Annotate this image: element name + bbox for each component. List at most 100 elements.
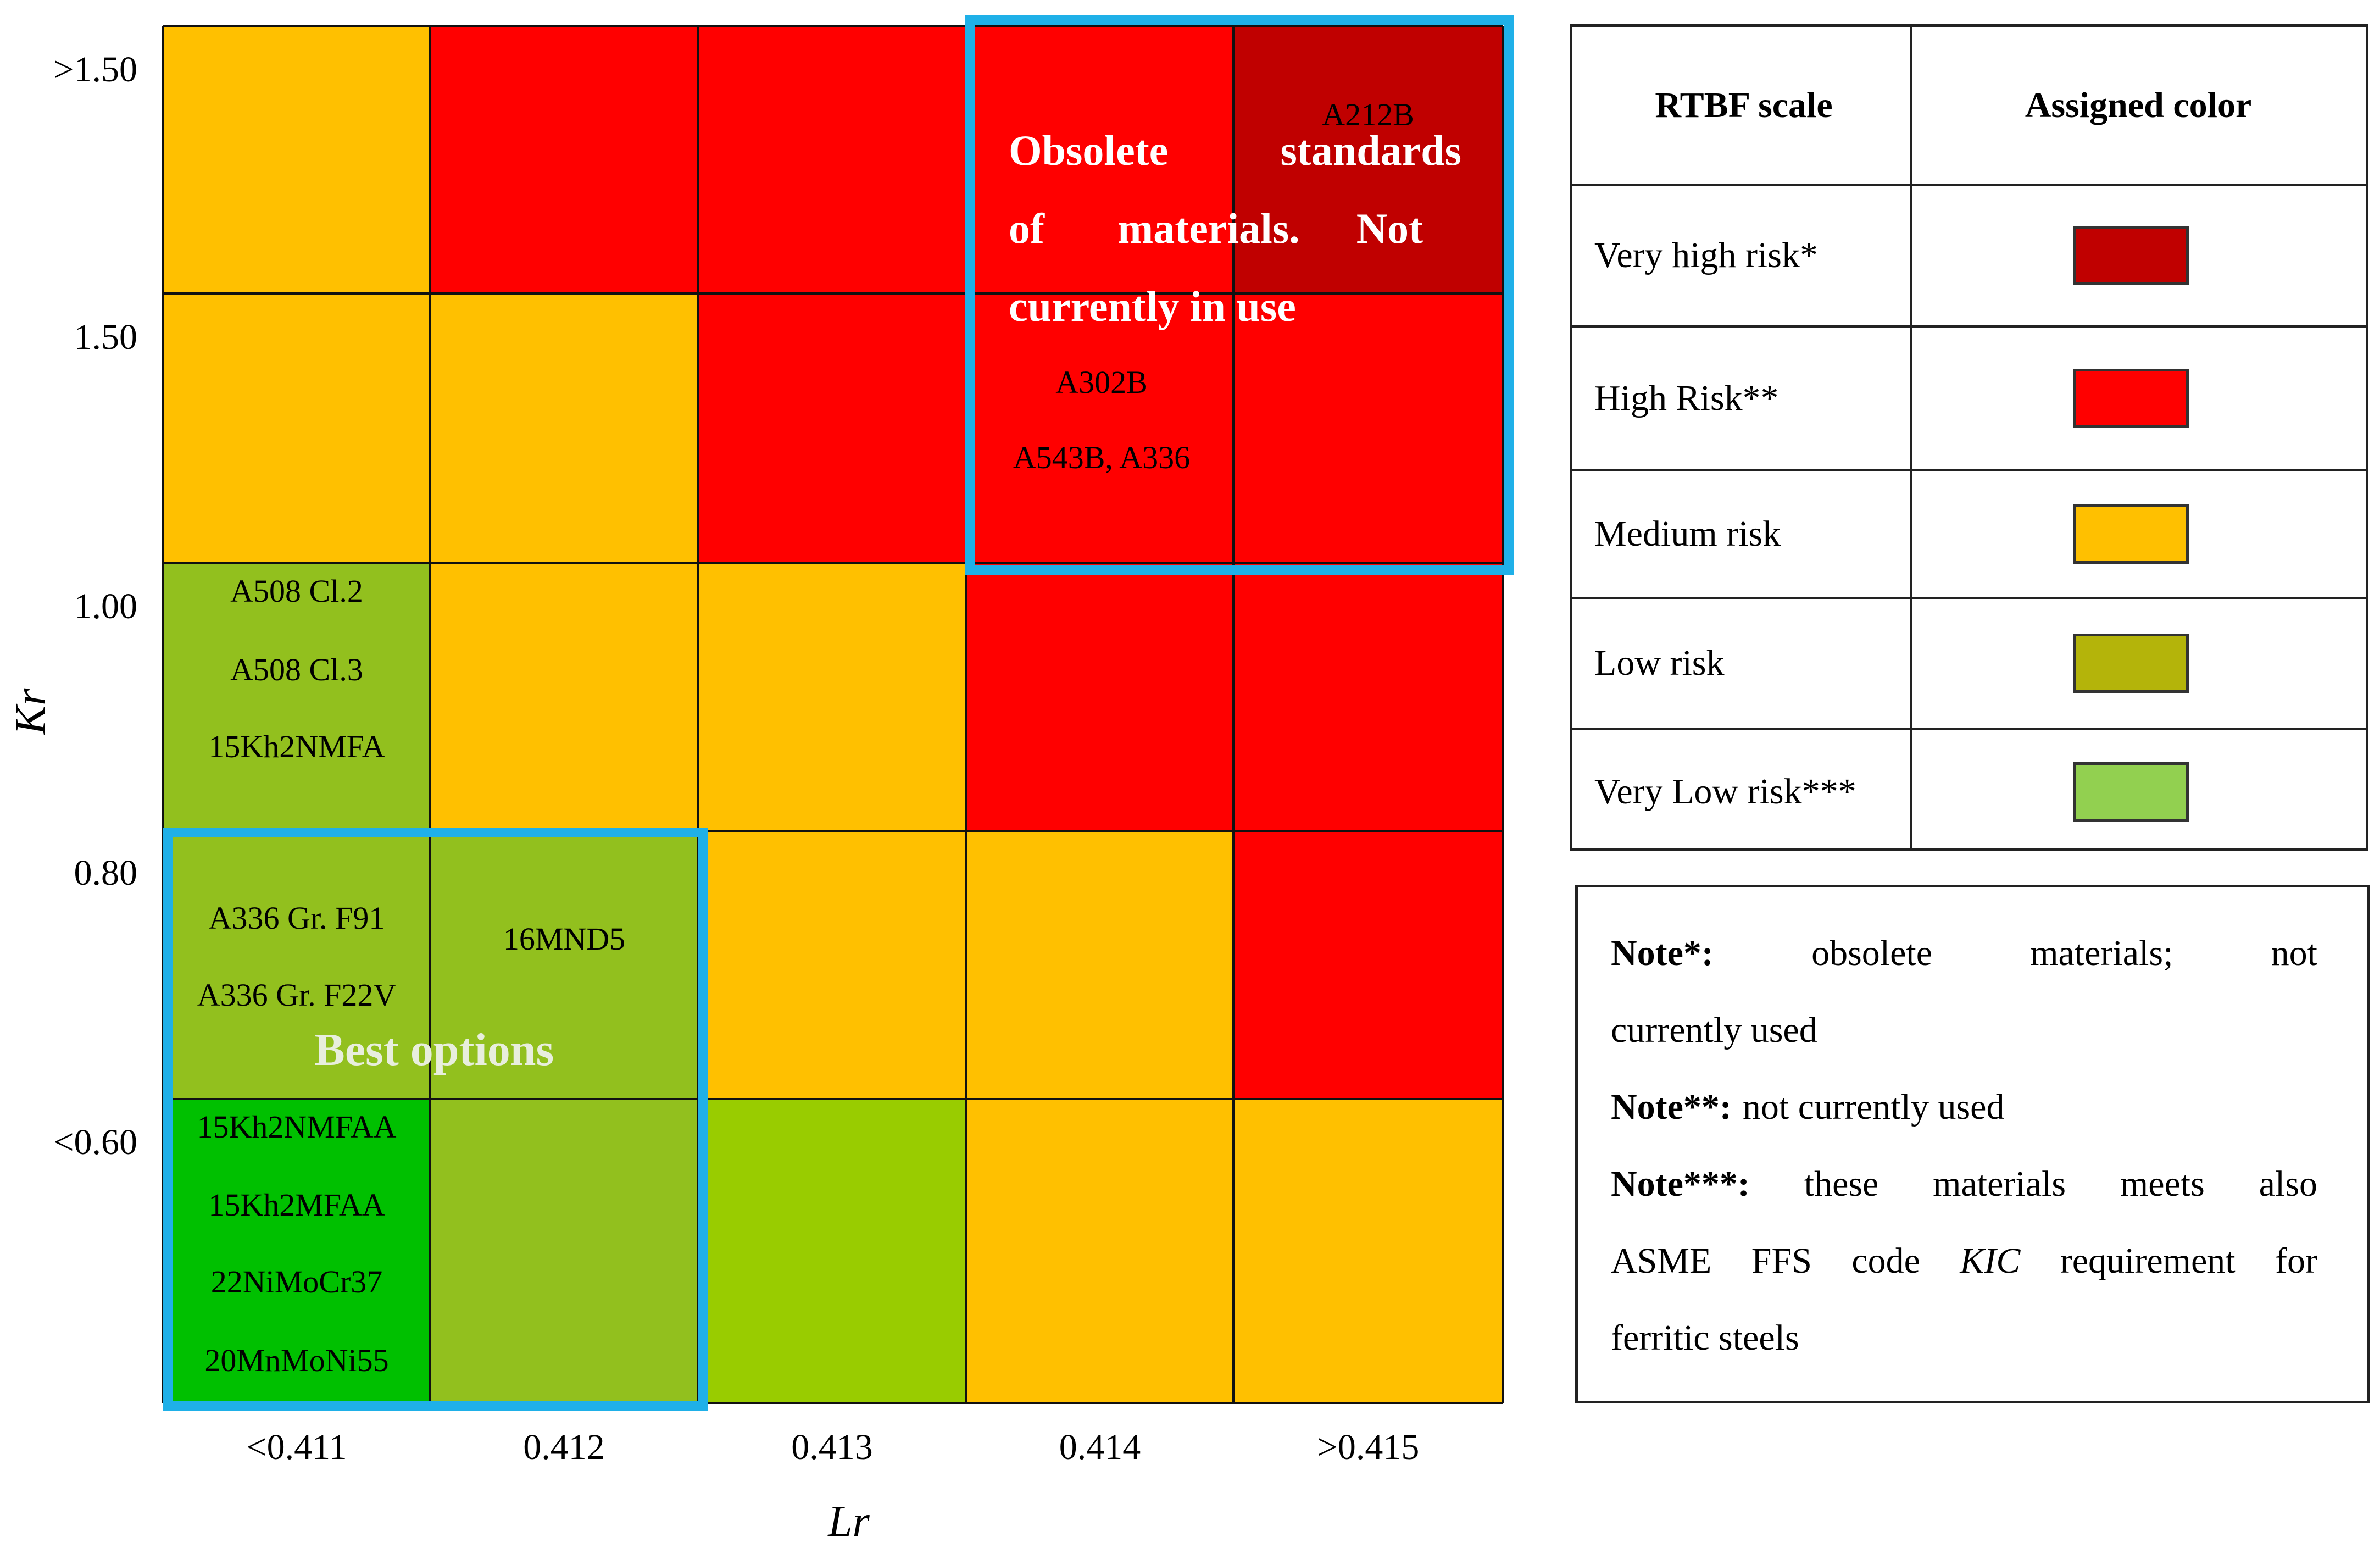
heatmap-cell-r1-c1 bbox=[430, 293, 698, 563]
legend-label: Low risk bbox=[1594, 643, 1725, 683]
legend-header-row: RTBF scale Assigned color bbox=[1572, 27, 2366, 184]
heatmap-cell-r4-c3 bbox=[966, 1099, 1233, 1403]
material-label: 16MND5 bbox=[503, 921, 625, 957]
obsolete-annotation-text: currently in use bbox=[1009, 282, 1296, 330]
legend-swatch-high bbox=[2073, 369, 2189, 428]
heatmap-cell-r2-c0 bbox=[163, 563, 430, 831]
note-1-label: Note*: bbox=[1611, 933, 1714, 973]
note-text: obsolete bbox=[1811, 933, 1933, 973]
material-label: A336 Gr. F91 bbox=[209, 900, 385, 936]
y-tick-label: >1.50 bbox=[53, 49, 137, 90]
note-text: these bbox=[1804, 1164, 1879, 1204]
legend-swatch-very-high bbox=[2073, 226, 2189, 285]
material-label: 15Kh2NMFA bbox=[208, 729, 385, 764]
heatmap-cell-r0-c2 bbox=[698, 26, 966, 293]
heatmap-cell-r3-c1 bbox=[430, 831, 698, 1099]
legend-table: RTBF scale Assigned color Very high risk… bbox=[1570, 24, 2368, 851]
x-tick-label: 0.413 bbox=[791, 1427, 873, 1467]
legend-column-divider bbox=[1910, 27, 1912, 848]
material-label: A508 Cl.2 bbox=[230, 573, 363, 609]
y-tick-label: 0.80 bbox=[74, 853, 138, 893]
heatmap-cell-r0-c0 bbox=[163, 26, 430, 293]
heatmap-cell-r1-c0 bbox=[163, 293, 430, 563]
material-label: A543B, A336 bbox=[1013, 440, 1190, 475]
heatmap-cell-r2-c3 bbox=[966, 563, 1233, 831]
obsolete-annotation-text: Obsolete bbox=[1009, 126, 1168, 174]
x-tick-label: 0.414 bbox=[1059, 1427, 1141, 1467]
highlight-boxes bbox=[163, 15, 1514, 1411]
note-text: requirement bbox=[2060, 1241, 2236, 1281]
obsolete-annotation-text: standards bbox=[1281, 126, 1461, 174]
note-text: not currently used bbox=[1742, 1087, 2005, 1127]
note-3-line-2: ASME FFS code KIC requirement for bbox=[1611, 1223, 2317, 1300]
overlay-annotations: Obsolete standards of materials. Not currentl… bbox=[314, 126, 1461, 1075]
note-3-label: Note***: bbox=[1611, 1164, 1750, 1204]
x-tick-label: 0.412 bbox=[523, 1427, 605, 1467]
material-label: A302B bbox=[1055, 364, 1148, 400]
legend-swatch-very-low bbox=[2073, 762, 2189, 822]
legend-row-low: Low risk bbox=[1572, 597, 2366, 728]
heatmap-cell-r2-c4 bbox=[1233, 563, 1503, 831]
heatmap-cell-r4-c0 bbox=[163, 1099, 430, 1403]
heatmap-cell-r3-c3 bbox=[966, 831, 1233, 1099]
heatmap-cell-r1-c3 bbox=[966, 293, 1233, 563]
note-1-line-1: Note*: obsolete materials; not bbox=[1611, 915, 2317, 992]
material-label: 15Kh2NMFAA bbox=[197, 1109, 396, 1145]
heatmap-cell-r2-c2 bbox=[698, 563, 966, 831]
legend-label: Very high risk* bbox=[1594, 235, 1818, 275]
heatmap-cell-r4-c4 bbox=[1233, 1099, 1503, 1403]
heatmap-cell-r0-c4 bbox=[1233, 26, 1503, 293]
heatmap-cell-r0-c3 bbox=[966, 26, 1233, 293]
obsolete-materials-box bbox=[965, 15, 1514, 575]
best-options-annotation: Best options bbox=[314, 1024, 554, 1075]
x-axis-label: Lr bbox=[827, 1497, 870, 1546]
heatmap-cell-r4-c1 bbox=[430, 1099, 698, 1403]
legend-label: High Risk** bbox=[1594, 378, 1779, 418]
notes-box: Note*: obsolete materials; not currently… bbox=[1575, 885, 2370, 1403]
material-label: A508 Cl.3 bbox=[230, 652, 363, 687]
heatmap-cell-r1-c4 bbox=[1233, 293, 1503, 563]
material-label: 22NiMoCr37 bbox=[211, 1264, 383, 1300]
y-axis-label: Kr bbox=[7, 688, 55, 735]
legend-row-medium: Medium risk bbox=[1572, 469, 2366, 597]
heatmap-cell-r3-c0 bbox=[163, 831, 430, 1099]
note-2-line: Note**: not currently used bbox=[1611, 1069, 2317, 1146]
note-text: not bbox=[2271, 933, 2317, 973]
material-label: A212B bbox=[1322, 97, 1414, 132]
note-text: materials bbox=[1933, 1164, 2066, 1204]
legend-row-high: High Risk** bbox=[1572, 325, 2366, 469]
heatmap-cell-r0-c1 bbox=[430, 26, 698, 293]
note-1-line-2: currently used bbox=[1611, 992, 2317, 1069]
y-tick-label: 1.00 bbox=[74, 586, 138, 626]
axis-ticks: <0.411 0.412 0.413 0.414 >0.415 >1.50 1.50 1.00… bbox=[53, 49, 1419, 1467]
note-3-line-3: ferritic steels bbox=[1611, 1300, 2317, 1377]
note-text: currently used bbox=[1611, 1010, 1817, 1050]
legend-swatch-low bbox=[2073, 634, 2189, 693]
x-tick-label: <0.411 bbox=[246, 1427, 347, 1467]
material-label: A336 Gr. F22V bbox=[197, 977, 397, 1013]
legend-swatch-medium bbox=[2073, 504, 2189, 564]
obsolete-annotation-text: Not bbox=[1356, 204, 1423, 252]
note-3-line-1: Note***: these materials meets also bbox=[1611, 1146, 2317, 1223]
note-kic-symbol: KIC bbox=[1960, 1241, 2021, 1281]
cell-labels: A212B A302B A543B, A336 A508 Cl.2 A508 Cl.3 1… bbox=[197, 97, 1414, 1378]
heatmap-cell-r2-c1 bbox=[430, 563, 698, 831]
y-tick-label: <0.60 bbox=[53, 1122, 137, 1162]
obsolete-annotation-text: materials. bbox=[1117, 204, 1299, 252]
note-text: also bbox=[2259, 1164, 2317, 1204]
legend-header-scale: RTBF scale bbox=[1655, 85, 1833, 125]
best-options-box bbox=[163, 828, 708, 1411]
legend-label: Very Low risk*** bbox=[1594, 772, 1856, 812]
heatmap-cell-r3-c2 bbox=[698, 831, 966, 1099]
note-text: meets bbox=[2120, 1164, 2205, 1204]
heatmap-cell-r3-c4 bbox=[1233, 831, 1503, 1099]
risk-matrix-chart: A212B A302B A543B, A336 A508 Cl.2 A508 Cl.3 1… bbox=[7, 15, 1514, 1546]
heatmap-cell-r1-c2 bbox=[698, 293, 966, 563]
legend-header-color: Assigned color bbox=[2025, 85, 2252, 125]
material-label: 20MnMoNi55 bbox=[204, 1342, 388, 1378]
note-text: FFS bbox=[1751, 1241, 1812, 1281]
note-2-label: Note**: bbox=[1611, 1087, 1732, 1127]
obsolete-annotation-text: of bbox=[1009, 204, 1045, 252]
material-label: 15Kh2MFAA bbox=[208, 1187, 385, 1223]
note-text: ASME bbox=[1611, 1241, 1712, 1281]
